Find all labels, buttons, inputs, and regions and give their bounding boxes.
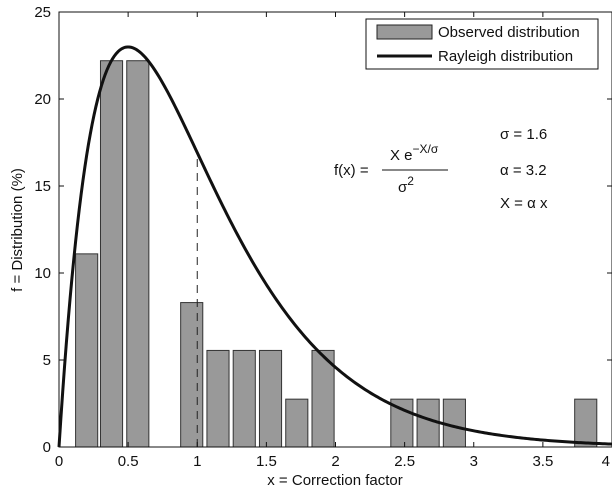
- x-tick-label-1: 0.5: [118, 453, 139, 470]
- formula-num-base: X e: [390, 147, 413, 164]
- x-tick-label-2: 1: [193, 453, 201, 470]
- ticks-layer: 0 0.5 1 1.5 2 2.5 3 3.5 4 0 5 10 15 20 25: [34, 4, 612, 470]
- formula-denominator: σ2: [398, 174, 414, 196]
- bar-3: [180, 302, 204, 448]
- formula-num-exp: −X/σ: [413, 142, 439, 156]
- bar-4: [206, 349, 230, 448]
- legend-label-rayleigh: Rayleigh distribution: [438, 48, 573, 65]
- y-tick-label-0: 0: [43, 439, 51, 456]
- y-tick-label-1: 5: [43, 352, 51, 369]
- y-axis-label: f = Distribution (%): [9, 168, 26, 292]
- bar-0: [75, 253, 99, 448]
- x-tick-label-4: 2: [331, 453, 339, 470]
- annotation-xdef: X = α x: [500, 195, 548, 212]
- x-tick-label-6: 3: [470, 453, 478, 470]
- bar-12: [574, 398, 598, 448]
- x-tick-label-7: 3.5: [532, 453, 553, 470]
- bars-layer: [75, 60, 598, 448]
- x-tick-label-0: 0: [55, 453, 63, 470]
- formula-den-base: σ: [398, 179, 408, 196]
- bar-5: [232, 349, 256, 448]
- formula-den-exp: 2: [407, 174, 414, 188]
- legend-label-observed: Observed distribution: [438, 24, 580, 41]
- x-tick-label-5: 2.5: [394, 453, 415, 470]
- plot-area: [59, 12, 612, 447]
- y-tick-label-3: 15: [34, 178, 51, 195]
- y-tick-label-2: 10: [34, 265, 51, 282]
- x-tick-label-3: 1.5: [256, 453, 277, 470]
- x-axis-label: x = Correction factor: [267, 472, 402, 489]
- formula-lhs: f(x) =: [334, 162, 369, 179]
- formula: f(x) = X e−X/σ σ2 σ = 1.6 α = 3.2 X = α …: [334, 126, 548, 212]
- bar-1: [99, 60, 124, 448]
- annotation-alpha: α = 3.2: [500, 162, 547, 179]
- formula-numerator: X e−X/σ: [390, 142, 439, 164]
- legend: Observed distribution Rayleigh distribut…: [365, 18, 599, 70]
- bar-6: [258, 349, 283, 448]
- y-tick-label-5: 25: [34, 4, 51, 21]
- bar-2: [126, 60, 150, 448]
- x-tick-label-8: 4: [602, 453, 610, 470]
- rayleigh-curve: [57, 45, 612, 448]
- bar-7: [285, 398, 309, 448]
- y-tick-label-4: 20: [34, 91, 51, 108]
- legend-swatch-observed: [376, 24, 433, 40]
- annotation-sigma: σ = 1.6: [500, 126, 547, 143]
